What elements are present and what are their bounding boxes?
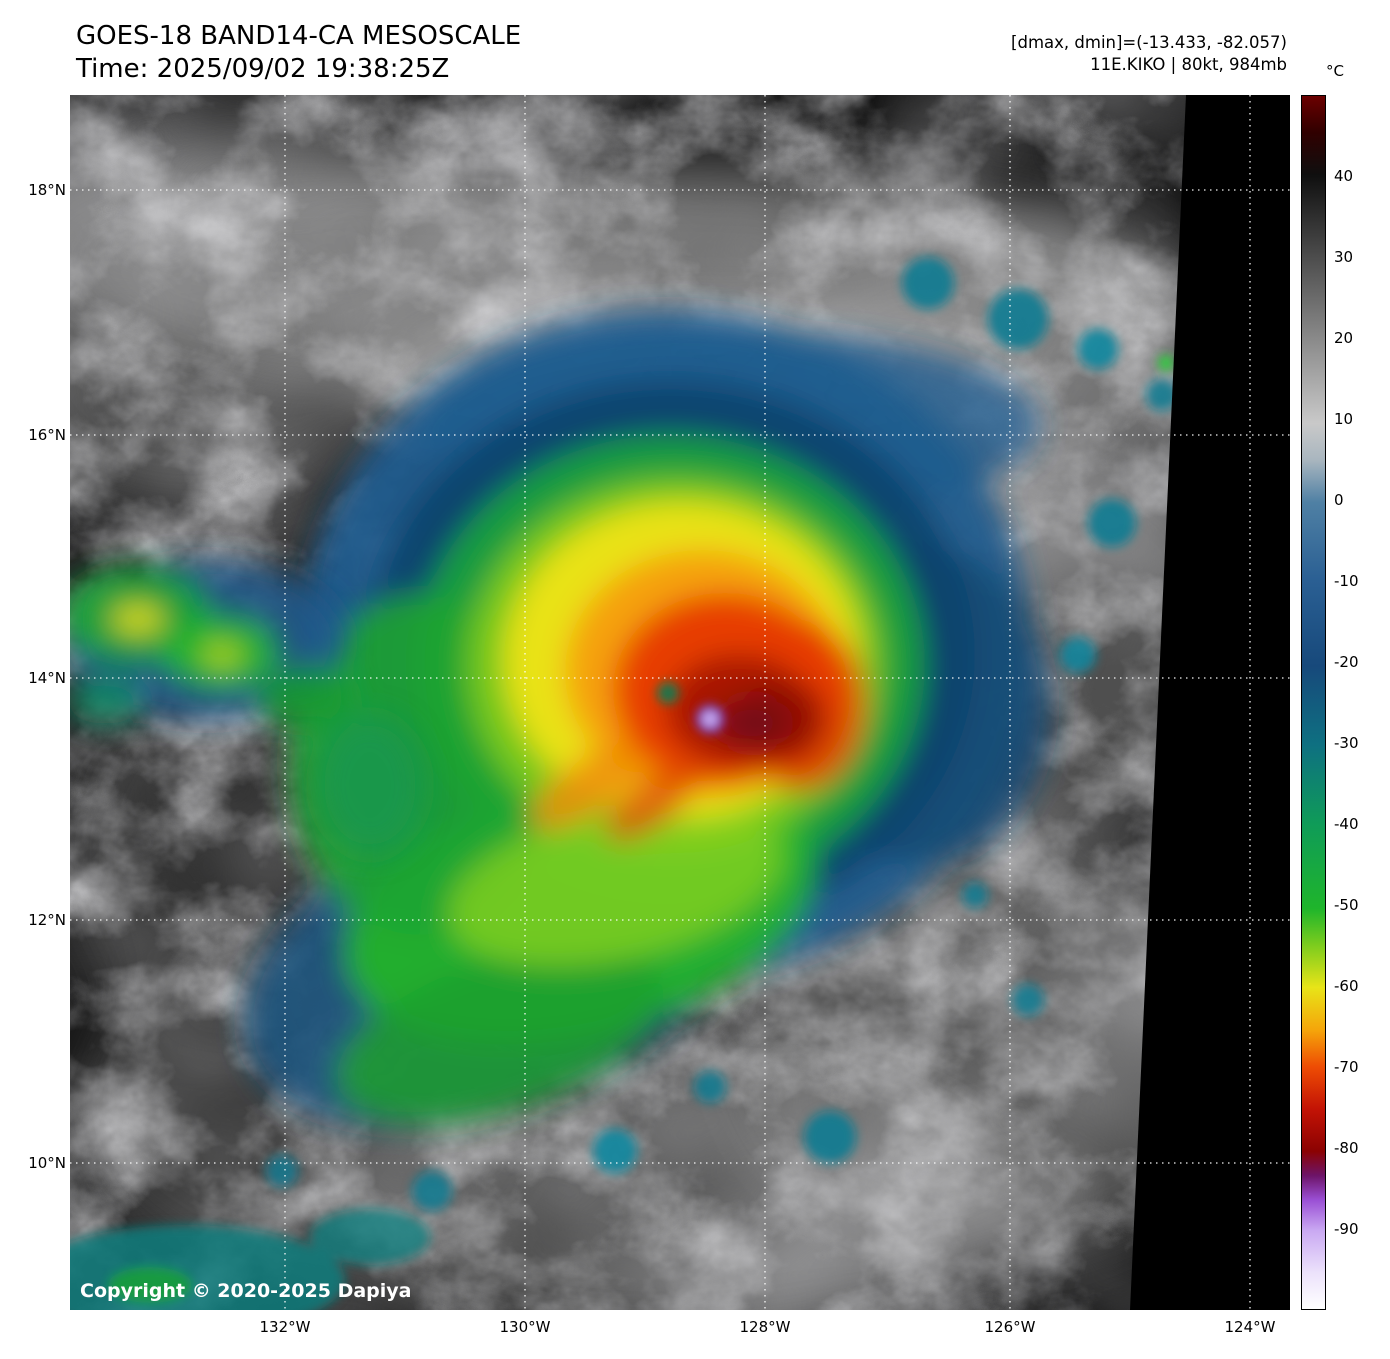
lon-tick-label: 126°W (984, 1318, 1036, 1336)
header-titles: GOES-18 BAND14-CA MESOSCALE Time: 2025/0… (76, 20, 521, 87)
colorbar-gradient (1301, 95, 1326, 1310)
lon-tick-label: 132°W (259, 1318, 311, 1336)
header-annotations: [dmax, dmin]=(-13.433, -82.057) 11E.KIKO… (1011, 32, 1287, 77)
colorbar-tick: 10 (1334, 410, 1354, 428)
storm-eye-region (657, 682, 725, 734)
dmax-dmin-readout: [dmax, dmin]=(-13.433, -82.057) (1011, 33, 1287, 52)
no-data-wedge (1130, 95, 1290, 1310)
colorbar-tick: -80 (1334, 1139, 1359, 1157)
lon-tick-label: 130°W (499, 1318, 551, 1336)
colorbar-tick: -20 (1334, 653, 1359, 671)
copyright-notice: Copyright © 2020-2025 Dapiya (80, 1280, 412, 1302)
lon-tick-label: 128°W (739, 1318, 791, 1336)
scattered-cold-cells (70, 257, 1178, 1310)
satellite-map-panel: Copyright © 2020-2025 Dapiya (70, 95, 1290, 1310)
lat-tick-label: 10°N (28, 1154, 66, 1172)
timestamp: Time: 2025/09/02 19:38:25Z (76, 54, 450, 85)
colorbar-tick: -40 (1334, 815, 1359, 833)
colorbar-tick: 30 (1334, 248, 1354, 266)
colorbar-tick: -50 (1334, 896, 1359, 914)
lon-tick-label: 124°W (1224, 1318, 1276, 1336)
storm-info: 11E.KIKO | 80kt, 984mb (1090, 55, 1287, 75)
colorbar-tick: -90 (1334, 1220, 1359, 1238)
lat-tick-label: 18°N (28, 181, 66, 199)
lat-tick-label: 16°N (28, 426, 66, 444)
colorbar-tick: 20 (1334, 329, 1354, 347)
lat-lon-gridlines (70, 95, 1290, 1310)
colorbar-tick: -60 (1334, 977, 1359, 995)
colorbar-tick: 40 (1334, 167, 1354, 185)
colorbar-tick: -70 (1334, 1058, 1359, 1076)
lat-tick-label: 12°N (28, 911, 66, 929)
hurricane-cloud-shield (243, 310, 1050, 1127)
satellite-image (70, 95, 1290, 1310)
colorbar-tick: -10 (1334, 572, 1359, 590)
colorbar-unit-label: °C (1326, 62, 1344, 80)
lat-tick-label: 14°N (28, 669, 66, 687)
page-title: GOES-18 BAND14-CA MESOSCALE (76, 21, 522, 51)
colorbar-tick: 0 (1334, 491, 1344, 509)
western-convection-cluster (70, 560, 425, 855)
colorbar-tick: -30 (1334, 734, 1359, 752)
